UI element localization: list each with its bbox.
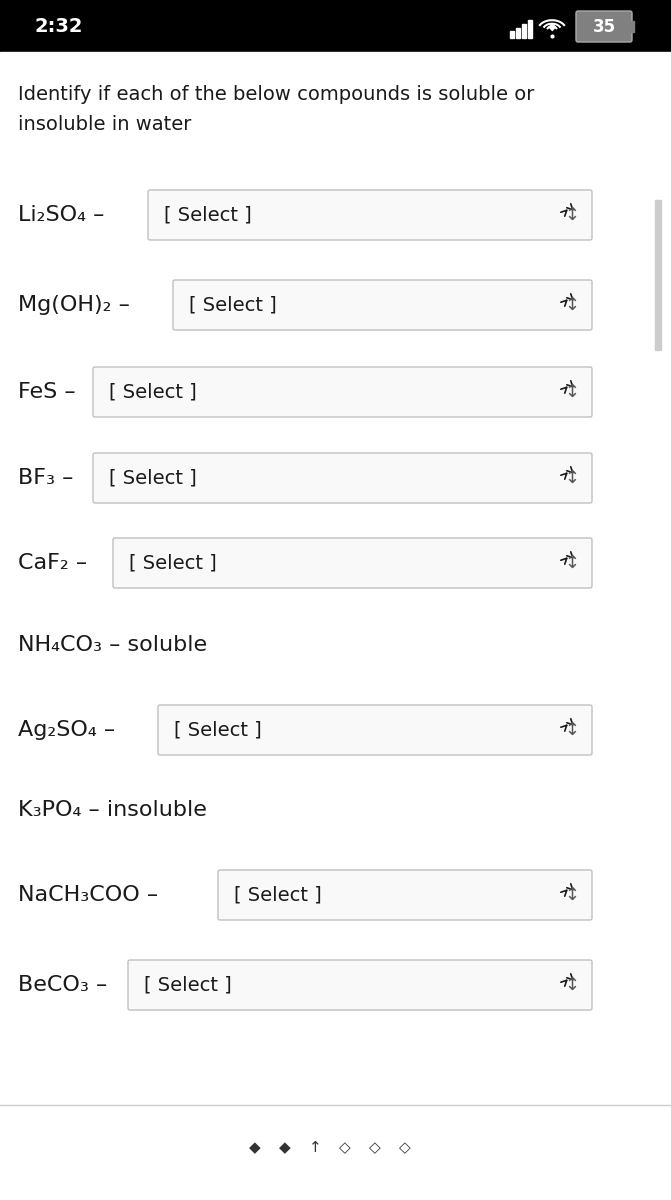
Text: BeCO₃ –: BeCO₃ –	[18, 974, 114, 995]
FancyBboxPatch shape	[93, 367, 592, 416]
Text: [ Select ]: [ Select ]	[189, 295, 276, 314]
Text: BF₃ –: BF₃ –	[18, 468, 81, 488]
Bar	[655, 200, 661, 350]
Text: NH₄CO₃ – soluble: NH₄CO₃ – soluble	[18, 635, 207, 655]
FancyBboxPatch shape	[113, 538, 592, 588]
FancyBboxPatch shape	[148, 190, 592, 240]
Text: [ Select ]: [ Select ]	[234, 886, 322, 905]
Text: ◆: ◆	[249, 1140, 261, 1156]
Text: Identify if each of the below compounds is soluble or: Identify if each of the below compounds …	[18, 85, 534, 104]
Text: ↑: ↑	[309, 1140, 321, 1156]
Text: [ Select ]: [ Select ]	[129, 553, 217, 572]
Text: NaCH₃COO –: NaCH₃COO –	[18, 886, 165, 905]
Text: ↕: ↕	[564, 886, 580, 904]
Text: [ Select ]: [ Select ]	[174, 720, 262, 739]
Text: ↕: ↕	[564, 383, 580, 401]
Text: Ag₂SO₄ –: Ag₂SO₄ –	[18, 720, 122, 740]
Text: ◇: ◇	[369, 1140, 381, 1156]
FancyBboxPatch shape	[173, 280, 592, 330]
Text: 2:32: 2:32	[35, 18, 83, 36]
Text: ↕: ↕	[564, 721, 580, 739]
Text: ↕: ↕	[564, 554, 580, 572]
FancyBboxPatch shape	[128, 960, 592, 1010]
FancyBboxPatch shape	[93, 452, 592, 503]
Text: [ Select ]: [ Select ]	[109, 468, 197, 487]
Text: [ Select ]: [ Select ]	[164, 205, 252, 224]
Text: Li₂SO₄ –: Li₂SO₄ –	[18, 205, 111, 226]
Text: FeS –: FeS –	[18, 382, 83, 402]
Text: [ Select ]: [ Select ]	[109, 383, 197, 402]
Text: ◇: ◇	[339, 1140, 351, 1156]
Text: ↕: ↕	[564, 976, 580, 994]
FancyBboxPatch shape	[576, 11, 632, 42]
Text: K₃PO₄ – insoluble: K₃PO₄ – insoluble	[18, 800, 207, 820]
FancyBboxPatch shape	[158, 704, 592, 755]
Bar	[0, 0, 671, 52]
FancyBboxPatch shape	[218, 870, 592, 920]
Text: ◆: ◆	[279, 1140, 291, 1156]
Text: ↕: ↕	[564, 296, 580, 314]
Text: 35: 35	[592, 18, 615, 36]
Bar	[522, 24, 526, 38]
Text: ↕: ↕	[564, 206, 580, 224]
Text: [ Select ]: [ Select ]	[144, 976, 231, 995]
Bar	[528, 20, 532, 38]
Text: CaF₂ –: CaF₂ –	[18, 553, 94, 572]
Text: insoluble in water: insoluble in water	[18, 115, 191, 134]
Text: ◇: ◇	[399, 1140, 411, 1156]
Text: ↕: ↕	[564, 469, 580, 487]
Bar	[631, 20, 634, 32]
Bar	[510, 31, 514, 38]
Bar	[516, 28, 520, 38]
Text: Mg(OH)₂ –: Mg(OH)₂ –	[18, 295, 137, 314]
Text: ◆: ◆	[548, 22, 556, 32]
